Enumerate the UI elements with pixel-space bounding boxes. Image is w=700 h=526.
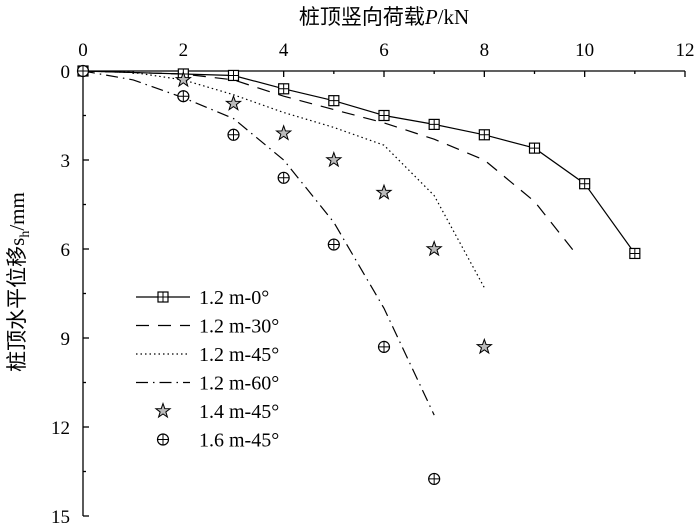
series-line	[82, 70, 576, 253]
data-point	[156, 433, 170, 446]
data-point	[579, 178, 591, 190]
data-point	[327, 238, 340, 251]
y-tick-labels: 0 3 6 9 12 15	[51, 62, 70, 526]
x-tick-label: 12	[676, 40, 695, 61]
series	[82, 70, 435, 416]
y-tick-label: 9	[61, 329, 71, 350]
legend-entry: 1.2 m-45°	[136, 344, 279, 366]
data-point	[76, 64, 90, 78]
legend-label: 1.2 m-45°	[199, 344, 279, 366]
data-point	[177, 90, 190, 103]
series-line	[82, 70, 636, 254]
legend-label: 1.2 m-60°	[199, 373, 279, 395]
data-point	[174, 70, 192, 88]
legend-label: 1.2 m-0°	[199, 287, 269, 309]
plot-area	[76, 64, 686, 517]
x-tick-label: 0	[78, 40, 88, 61]
data-point	[278, 83, 290, 95]
data-point	[325, 150, 343, 168]
legend-entry: 1.6 m-45°	[156, 430, 279, 452]
x-tick-label: 2	[179, 40, 189, 61]
x-tick-label: 10	[575, 40, 594, 61]
legend-entry: 1.4 m-45°	[154, 401, 279, 423]
legend-label: 1.2 m-30°	[199, 316, 279, 338]
series	[76, 64, 441, 486]
data-point	[377, 340, 391, 353]
data-point	[154, 401, 172, 419]
legend-entry: 1.2 m-30°	[136, 316, 279, 338]
data-point	[528, 142, 541, 154]
data-point	[328, 95, 340, 107]
data-point	[428, 118, 440, 131]
x-tick-label: 6	[379, 40, 389, 61]
data-point	[224, 94, 243, 111]
x-tick-label: 8	[480, 40, 490, 61]
data-point	[277, 171, 290, 184]
series-line	[82, 70, 435, 416]
x-tick-labels: 0 2 4 6 8 10 12	[78, 40, 694, 61]
y-tick-label: 3	[61, 151, 71, 172]
series	[82, 70, 576, 253]
data-point	[227, 69, 240, 82]
legend: 1.2 m-0° 1.2 m-30° 1.2 m-45° 1.2 m-60° 1.4 m…	[136, 287, 279, 452]
data-point	[428, 472, 441, 486]
x-axis-label: 桩顶竖向荷载P/kN	[299, 5, 469, 29]
y-tick-label: 12	[51, 418, 70, 439]
y-tick-label: 0	[61, 62, 71, 83]
data-point	[227, 128, 240, 141]
data-point	[629, 247, 641, 260]
legend-entry: 1.2 m-60°	[136, 373, 279, 395]
legend-entry: 1.2 m-0°	[136, 287, 269, 309]
series	[174, 70, 493, 355]
y-tick-label: 15	[51, 507, 70, 526]
data-point	[375, 183, 393, 200]
data-point	[478, 129, 490, 141]
y-axis-label: 桩顶水平位移sh/mm	[5, 192, 33, 372]
y-tick-label: 6	[61, 240, 71, 261]
legend-label: 1.6 m-45°	[199, 430, 279, 452]
data-point	[157, 291, 169, 303]
legend-label: 1.4 m-45°	[199, 401, 279, 423]
data-point	[378, 109, 390, 122]
data-point	[425, 239, 443, 257]
data-point	[475, 337, 493, 355]
series	[77, 65, 641, 260]
x-tick-label: 4	[279, 40, 289, 61]
data-point	[275, 124, 293, 141]
